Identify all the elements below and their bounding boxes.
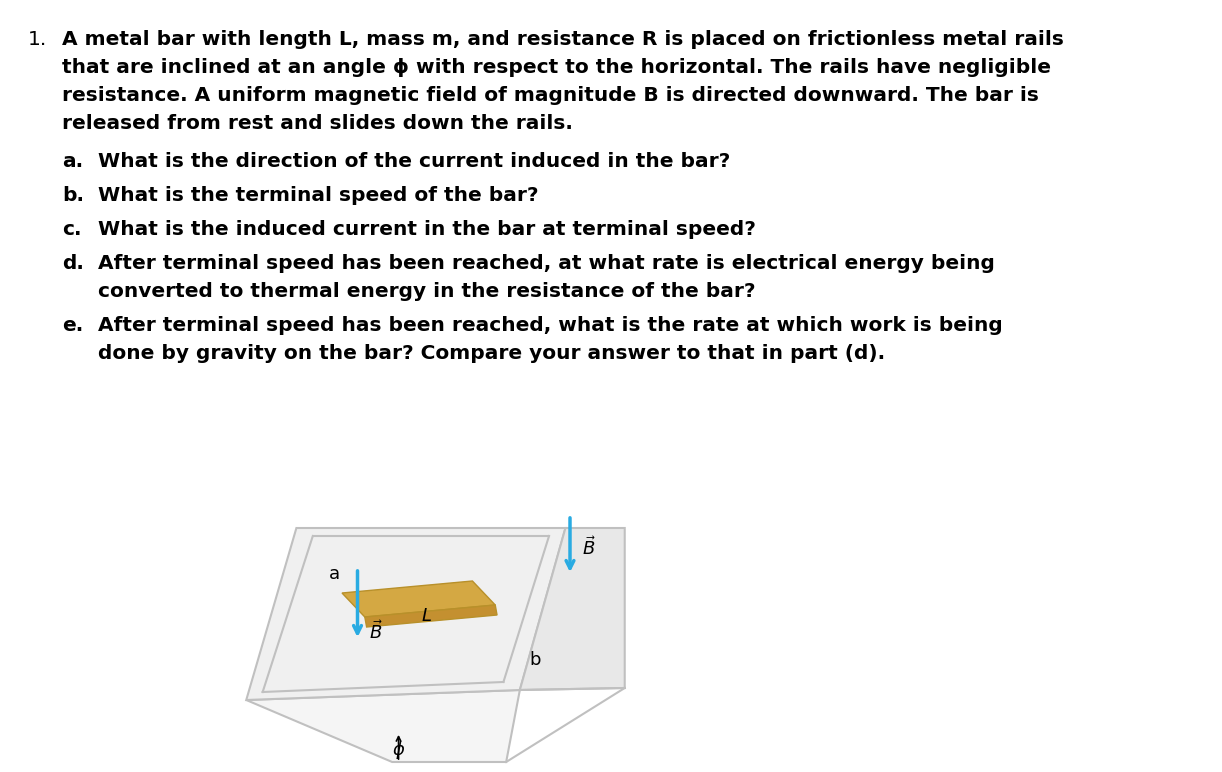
Text: What is the direction of the current induced in the bar?: What is the direction of the current ind…	[99, 152, 731, 171]
Text: $\vec{B}$: $\vec{B}$	[582, 537, 596, 560]
Text: e.: e.	[62, 316, 83, 335]
Text: After terminal speed has been reached, at what rate is electrical energy being: After terminal speed has been reached, a…	[99, 254, 996, 273]
Text: 1.: 1.	[27, 30, 46, 49]
Text: $\vec{B}$: $\vec{B}$	[369, 621, 384, 643]
Text: released from rest and slides down the rails.: released from rest and slides down the r…	[62, 114, 573, 133]
Text: b: b	[529, 651, 540, 669]
Text: $\phi$: $\phi$	[392, 739, 406, 761]
Polygon shape	[519, 528, 624, 690]
Text: What is the terminal speed of the bar?: What is the terminal speed of the bar?	[99, 186, 539, 205]
Polygon shape	[365, 605, 497, 627]
Text: d.: d.	[62, 254, 84, 273]
Text: L: L	[422, 607, 431, 625]
Text: a.: a.	[62, 152, 83, 171]
Text: b.: b.	[62, 186, 84, 205]
Polygon shape	[247, 690, 519, 762]
Text: A metal bar with length L, mass m, and resistance R is placed on frictionless me: A metal bar with length L, mass m, and r…	[62, 30, 1064, 49]
Text: a: a	[329, 565, 340, 583]
Polygon shape	[247, 528, 566, 700]
Text: that are inclined at an angle ϕ with respect to the horizontal. The rails have n: that are inclined at an angle ϕ with res…	[62, 58, 1051, 77]
Text: done by gravity on the bar? Compare your answer to that in part (d).: done by gravity on the bar? Compare your…	[99, 344, 886, 363]
Text: resistance. A uniform magnetic field of magnitude B is directed downward. The ba: resistance. A uniform magnetic field of …	[62, 86, 1039, 105]
Polygon shape	[342, 581, 495, 617]
Text: What is the induced current in the bar at terminal speed?: What is the induced current in the bar a…	[99, 220, 756, 239]
Text: converted to thermal energy in the resistance of the bar?: converted to thermal energy in the resis…	[99, 282, 756, 301]
Text: After terminal speed has been reached, what is the rate at which work is being: After terminal speed has been reached, w…	[99, 316, 1003, 335]
Text: c.: c.	[62, 220, 82, 239]
